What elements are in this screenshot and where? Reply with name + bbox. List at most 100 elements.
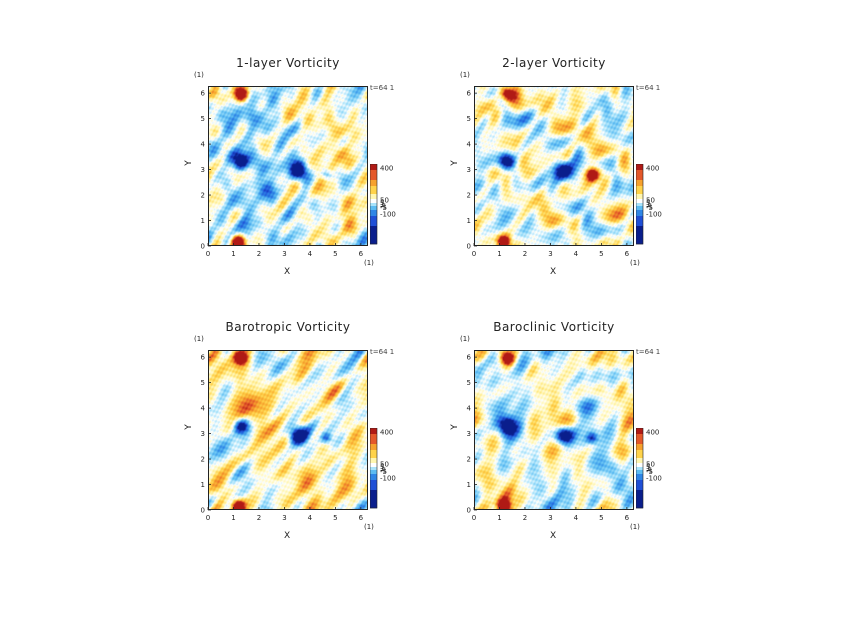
colorbar-swatch — [370, 226, 377, 245]
x-tick-label: 0 — [206, 514, 210, 522]
vorticity-field — [208, 350, 368, 510]
vorticity-panel-2: 2-layer Vorticity (1) t=64 1 0 1 2 3 4 5 6 0 1 2 3… — [450, 56, 842, 356]
colorbar-swatch — [636, 170, 643, 181]
vorticity-heatmap — [475, 87, 633, 245]
y-tick-label: 2 — [201, 456, 205, 464]
colorbar-tick-label: 400 — [646, 165, 659, 173]
y-tick-label: 0 — [201, 243, 205, 251]
panel-title: Barotropic Vorticity — [225, 320, 351, 334]
y-tick-label: 3 — [201, 430, 205, 438]
y-tick-label: 0 — [467, 507, 471, 515]
y-tick-label: 2 — [467, 192, 471, 200]
colorbar-swatch — [370, 444, 377, 451]
y-tick-label: 3 — [467, 166, 471, 174]
x-axis-label: X — [284, 531, 291, 541]
panel-title: Baroclinic Vorticity — [493, 320, 615, 334]
x-axis-label: X — [550, 531, 557, 541]
x-tick-label: 1 — [497, 514, 501, 522]
colorbar-swatch — [370, 203, 377, 207]
y-tick-label: 4 — [467, 141, 472, 149]
colorbar-swatch — [370, 186, 377, 195]
colorbar-swatch — [636, 199, 643, 204]
colorbar-tick-label: 1 — [380, 465, 384, 473]
x-tick-label: 4 — [574, 250, 579, 258]
colorbar-swatch — [370, 458, 377, 464]
time-label: t=64 1 — [370, 348, 395, 356]
colorbar-swatch — [370, 164, 377, 171]
colorbar-tick-label: -100 — [380, 211, 396, 219]
y-axis-label: Y — [449, 424, 460, 430]
colorbar-swatch — [370, 216, 377, 227]
colorbar-tick-label: -100 — [646, 211, 662, 219]
colorbar-tick-label: 5 — [380, 463, 384, 471]
x-unit-label: (1) — [630, 523, 640, 531]
y-tick-label: 6 — [201, 90, 206, 98]
colorbar-swatch — [370, 428, 377, 435]
y-tick-label: 4 — [467, 405, 472, 413]
y-unit-label: (1) — [460, 335, 470, 343]
y-tick-label: 5 — [201, 379, 205, 387]
colorbar-tick-label: 5 — [380, 199, 384, 207]
x-tick-label: 0 — [206, 250, 210, 258]
panel-title: 2-layer Vorticity — [502, 56, 606, 70]
x-tick-label: 2 — [523, 514, 527, 522]
y-axis-label: Y — [183, 160, 194, 166]
colorbar-swatch — [636, 444, 643, 451]
colorbar-swatch — [636, 480, 643, 491]
x-unit-label: (1) — [364, 259, 374, 267]
colorbar-swatch — [636, 210, 643, 217]
vorticity-heatmap — [209, 87, 367, 245]
y-tick-label: 5 — [467, 115, 471, 123]
colorbar-frame — [636, 164, 644, 245]
panel-title: 1-layer Vorticity — [236, 56, 340, 70]
colorbar-swatch — [636, 450, 643, 459]
colorbar-tick-label: 5 — [646, 199, 650, 207]
x-tick-label: 1 — [231, 514, 235, 522]
colorbar-tick-label: 50 — [380, 461, 389, 469]
colorbar-swatch — [636, 428, 643, 435]
x-tick-label: 0 — [472, 514, 476, 522]
colorbar-tick-label: -1 — [646, 467, 653, 475]
x-tick-label: 5 — [599, 250, 603, 258]
y-tick-label: 6 — [467, 354, 472, 362]
time-label: t=64 1 — [370, 84, 395, 92]
y-tick-label: 1 — [201, 217, 205, 225]
x-tick-label: 3 — [548, 250, 552, 258]
x-tick-label: 5 — [599, 514, 603, 522]
y-tick-label: 0 — [201, 507, 205, 515]
y-tick-label: 6 — [467, 90, 472, 98]
colorbar-swatch — [636, 226, 643, 245]
colorbar-tick-label: 50 — [380, 197, 389, 205]
x-tick-label: 2 — [523, 250, 527, 258]
vorticity-field — [474, 350, 634, 510]
colorbar-swatch — [370, 434, 377, 445]
colorbar-tick-label: -5 — [646, 204, 653, 212]
colorbar-swatch — [370, 474, 377, 481]
colorbar-frame — [370, 428, 378, 509]
colorbar-tick-label: 400 — [380, 165, 393, 173]
colorbar-swatch — [636, 206, 643, 211]
colorbar-swatch — [370, 450, 377, 459]
colorbar-swatch — [636, 463, 643, 468]
colorbar-swatch — [636, 164, 643, 171]
y-axis-label: Y — [449, 160, 460, 166]
x-tick-label: 4 — [574, 514, 579, 522]
y-unit-label: (1) — [194, 335, 204, 343]
x-tick-label: 3 — [282, 514, 286, 522]
colorbar-frame — [636, 428, 644, 509]
axes: 0 1 2 3 4 5 6 0 1 2 3 4 5 6 — [467, 90, 630, 258]
colorbar-frame — [370, 164, 378, 245]
vorticity-heatmap — [475, 351, 633, 509]
y-tick-label: 4 — [201, 405, 206, 413]
colorbar-tick-label: 5 — [646, 463, 650, 471]
x-tick-label: 3 — [282, 250, 286, 258]
x-tick-label: 3 — [548, 514, 552, 522]
y-unit-label: (1) — [460, 71, 470, 79]
x-tick-label: 5 — [333, 514, 337, 522]
vorticity-heatmap — [209, 351, 367, 509]
colorbar-swatch — [636, 186, 643, 195]
x-unit-label: (1) — [630, 259, 640, 267]
colorbar-tick-label: -100 — [646, 475, 662, 483]
colorbar-swatch — [370, 206, 377, 211]
